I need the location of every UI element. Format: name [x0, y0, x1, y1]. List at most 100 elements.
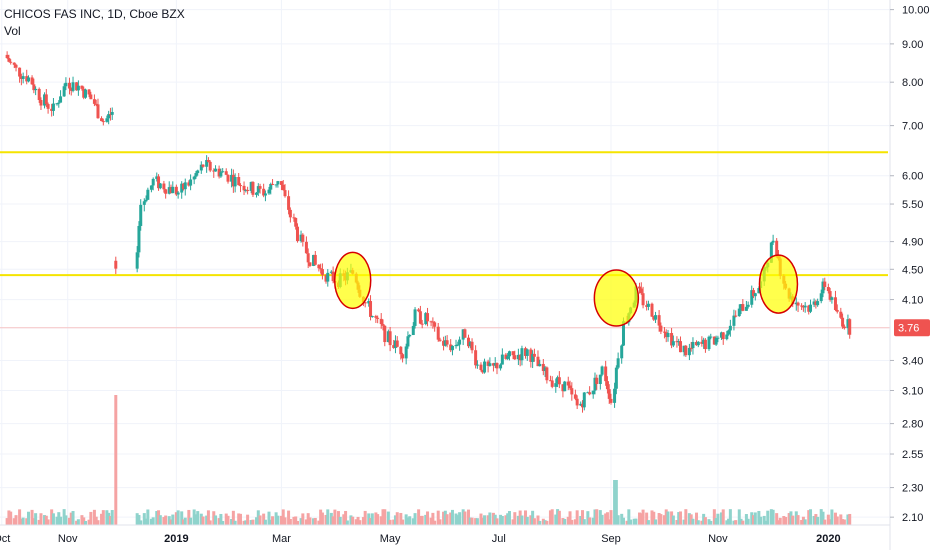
volume-bar [171, 514, 175, 525]
candle-body [167, 187, 171, 194]
candle-body [196, 170, 200, 174]
volume-bar [374, 512, 378, 525]
candle-body [714, 338, 718, 345]
candle-body [5, 54, 9, 59]
volume-bar [739, 518, 743, 525]
candle-body [646, 303, 650, 307]
volume-bar [433, 520, 437, 525]
volume-bar [436, 510, 440, 525]
candle-body [645, 305, 649, 307]
candle-body [467, 337, 471, 347]
volume-bar [670, 511, 674, 525]
volume-bar [301, 513, 305, 525]
volume-bar [413, 513, 417, 525]
candle-body [214, 168, 218, 172]
volume-bar [776, 520, 780, 525]
candle-body [504, 354, 508, 359]
candle-body [59, 96, 63, 103]
volume-bar [789, 511, 793, 525]
candle-body [313, 254, 317, 265]
candle-body [233, 177, 237, 187]
candle-body [725, 334, 729, 340]
candle-body [481, 369, 485, 373]
candle-body [687, 347, 691, 356]
candle-body [771, 240, 775, 243]
candle-body [561, 384, 565, 392]
volume-bar [167, 516, 171, 525]
candle-body [399, 346, 403, 355]
candle-body [468, 341, 472, 347]
candle-body [600, 366, 604, 375]
candle-body [728, 325, 732, 331]
volume-bar [664, 509, 668, 525]
candle-body [80, 85, 84, 89]
candle-body [107, 114, 111, 119]
volume-bar [675, 519, 679, 525]
volume-bar [481, 517, 485, 525]
candle-body [55, 103, 59, 105]
volume-bar [87, 519, 91, 525]
candle-body [21, 76, 25, 79]
volume-bar [242, 520, 246, 525]
volume-bar [507, 511, 511, 525]
candle-body [591, 390, 595, 395]
volume-bar [206, 510, 210, 525]
candle-body [244, 189, 248, 191]
volume-bar [757, 510, 761, 525]
volume-bar [358, 520, 362, 525]
volume-bar [164, 515, 168, 525]
candle-body [326, 272, 330, 282]
current-price-box [894, 319, 930, 337]
candle-body [666, 333, 670, 338]
volume-bar [771, 509, 775, 525]
candle-body [176, 192, 180, 195]
volume-bar [25, 518, 29, 525]
volume-bar [5, 518, 9, 525]
volume-bar [157, 510, 161, 525]
candle-body [620, 345, 624, 359]
candle-body [429, 321, 433, 323]
volume-bar [214, 515, 218, 525]
candle-body [727, 330, 731, 335]
candle-body [376, 317, 380, 319]
volume-bar [791, 515, 795, 525]
candle-body [194, 173, 198, 177]
current-price-value: 3.76 [898, 323, 919, 335]
volume-bar [429, 517, 433, 525]
candle-body [263, 193, 267, 196]
volume-bar [714, 518, 718, 525]
volume-bar [30, 509, 34, 525]
candle-body [491, 363, 495, 366]
candle-body [388, 331, 392, 346]
volume-bar [582, 519, 586, 525]
candle-body [386, 331, 390, 343]
candle-body [769, 242, 773, 263]
time-tick-label: Mar [272, 533, 291, 545]
volume-bar [208, 520, 212, 525]
candle-body [456, 344, 460, 346]
volume-bar [782, 516, 786, 525]
volume-bar [816, 516, 820, 525]
volume-bar [682, 519, 686, 525]
candle-body [420, 323, 424, 325]
candle-body [189, 179, 193, 186]
volume-bar [107, 512, 111, 525]
volume-bar [442, 511, 446, 525]
volume-bar [221, 520, 225, 525]
volume-bar [753, 512, 757, 525]
volume-bar [169, 519, 173, 525]
volume-bar [51, 513, 55, 525]
candle-body [750, 290, 754, 305]
volume-bar [342, 514, 346, 525]
candle-body [100, 118, 104, 122]
candle-body [650, 303, 654, 317]
volume-bar [536, 515, 540, 525]
candle-body [700, 341, 704, 344]
candle-body [568, 385, 572, 389]
candle-body [57, 102, 61, 104]
volume-bar [62, 509, 66, 525]
candle-body [479, 364, 483, 370]
volume-bar [689, 514, 693, 525]
candle-body [809, 304, 813, 312]
volume-bar [728, 509, 732, 525]
